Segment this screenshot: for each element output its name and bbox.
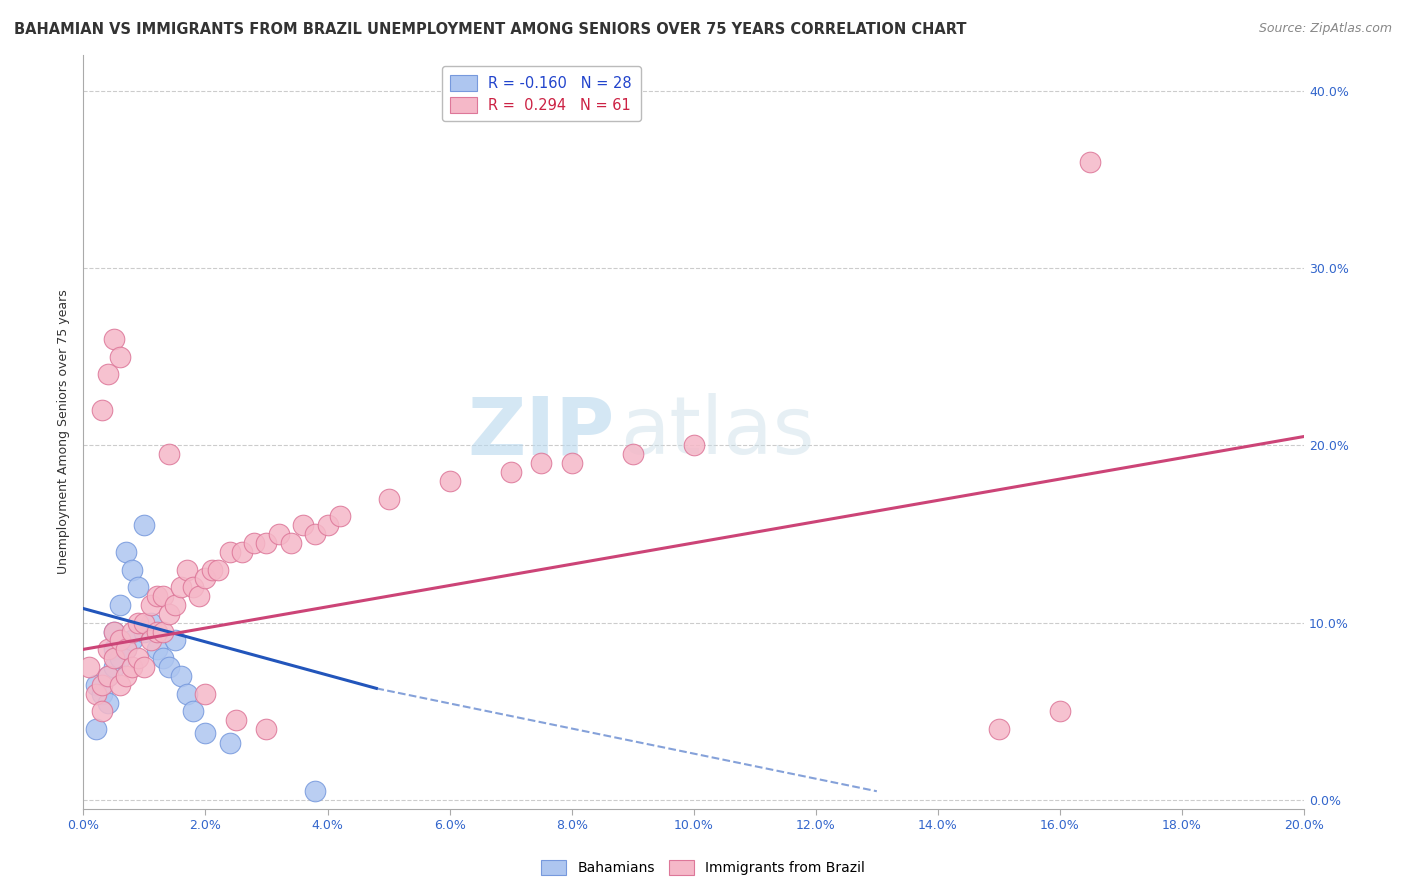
Point	[97, 642, 120, 657]
Point	[84, 722, 107, 736]
Point	[267, 527, 290, 541]
Point	[90, 687, 112, 701]
Point	[499, 465, 522, 479]
Point	[115, 642, 138, 657]
Point	[163, 633, 186, 648]
Point	[329, 509, 352, 524]
Point	[176, 562, 198, 576]
Text: BAHAMIAN VS IMMIGRANTS FROM BRAZIL UNEMPLOYMENT AMONG SENIORS OVER 75 YEARS CORR: BAHAMIAN VS IMMIGRANTS FROM BRAZIL UNEMP…	[14, 22, 966, 37]
Point	[84, 678, 107, 692]
Point	[108, 598, 131, 612]
Point	[97, 368, 120, 382]
Point	[194, 725, 217, 739]
Point	[103, 651, 125, 665]
Point	[90, 705, 112, 719]
Point	[145, 642, 167, 657]
Point	[256, 536, 278, 550]
Point	[115, 545, 138, 559]
Legend: Bahamians, Immigrants from Brazil: Bahamians, Immigrants from Brazil	[536, 855, 870, 880]
Point	[121, 660, 143, 674]
Point	[188, 589, 211, 603]
Point	[127, 651, 149, 665]
Point	[97, 669, 120, 683]
Point	[90, 678, 112, 692]
Point	[108, 651, 131, 665]
Point	[163, 598, 186, 612]
Point	[231, 545, 253, 559]
Text: ZIP: ZIP	[467, 393, 614, 471]
Point	[152, 589, 174, 603]
Point	[134, 518, 156, 533]
Point	[127, 615, 149, 630]
Point	[170, 669, 193, 683]
Point	[127, 580, 149, 594]
Point	[115, 642, 138, 657]
Point	[176, 687, 198, 701]
Point	[103, 624, 125, 639]
Point	[181, 705, 204, 719]
Point	[194, 687, 217, 701]
Point	[103, 624, 125, 639]
Point	[316, 518, 339, 533]
Point	[987, 722, 1010, 736]
Point	[218, 736, 240, 750]
Point	[243, 536, 266, 550]
Point	[194, 571, 217, 585]
Point	[139, 615, 162, 630]
Point	[79, 660, 101, 674]
Point	[90, 403, 112, 417]
Point	[152, 624, 174, 639]
Point	[621, 447, 644, 461]
Point	[304, 784, 326, 798]
Point	[134, 624, 156, 639]
Point	[108, 350, 131, 364]
Point	[103, 642, 125, 657]
Point	[1049, 705, 1071, 719]
Point	[200, 562, 222, 576]
Point	[561, 456, 583, 470]
Point	[152, 651, 174, 665]
Point	[108, 633, 131, 648]
Point	[181, 580, 204, 594]
Text: Source: ZipAtlas.com: Source: ZipAtlas.com	[1258, 22, 1392, 36]
Point	[170, 580, 193, 594]
Point	[121, 624, 143, 639]
Point	[139, 633, 162, 648]
Point	[121, 633, 143, 648]
Point	[280, 536, 302, 550]
Point	[1080, 154, 1102, 169]
Point	[304, 527, 326, 541]
Point	[97, 669, 120, 683]
Point	[225, 714, 247, 728]
Text: atlas: atlas	[620, 393, 815, 471]
Point	[121, 562, 143, 576]
Point	[103, 660, 125, 674]
Point	[157, 607, 180, 621]
Point	[145, 624, 167, 639]
Point	[530, 456, 553, 470]
Legend: R = -0.160   N = 28, R =  0.294   N = 61: R = -0.160 N = 28, R = 0.294 N = 61	[441, 66, 641, 121]
Point	[157, 660, 180, 674]
Point	[207, 562, 229, 576]
Point	[134, 660, 156, 674]
Point	[256, 722, 278, 736]
Point	[84, 687, 107, 701]
Point	[103, 332, 125, 346]
Point	[134, 615, 156, 630]
Point	[145, 589, 167, 603]
Point	[218, 545, 240, 559]
Point	[292, 518, 315, 533]
Point	[439, 474, 461, 488]
Point	[115, 669, 138, 683]
Point	[139, 598, 162, 612]
Point	[97, 696, 120, 710]
Point	[377, 491, 399, 506]
Point	[108, 678, 131, 692]
Point	[157, 447, 180, 461]
Y-axis label: Unemployment Among Seniors over 75 years: Unemployment Among Seniors over 75 years	[58, 290, 70, 574]
Point	[682, 438, 704, 452]
